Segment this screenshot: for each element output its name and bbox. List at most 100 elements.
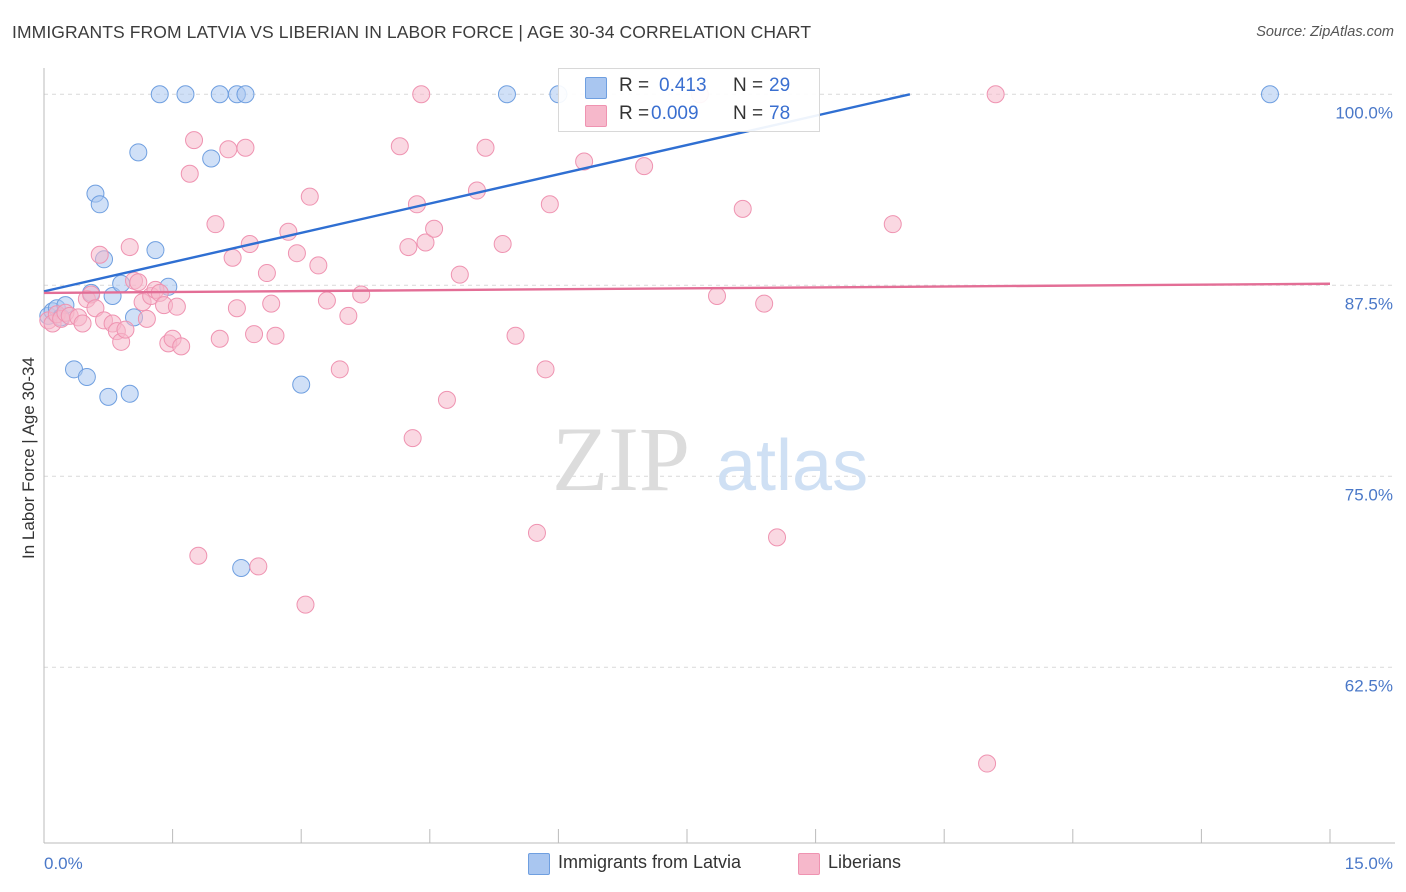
legend-r-label: R =: [619, 75, 650, 96]
liberian-point: [219, 140, 238, 159]
axes: [43, 68, 1395, 844]
liberian-point: [120, 238, 139, 257]
liberian-point: [403, 429, 422, 448]
latvia-point: [120, 384, 139, 403]
liberian-point: [352, 285, 371, 304]
liberian-point: [266, 326, 285, 345]
chart-title: IMMIGRANTS FROM LATVIA VS LIBERIAN IN LA…: [12, 22, 812, 42]
liberian-point: [339, 306, 358, 325]
latvia-point: [150, 85, 169, 104]
liberian-point: [755, 294, 774, 313]
liberian-point: [412, 85, 431, 104]
legend-swatch-liberians: [585, 105, 607, 127]
latvia-point: [497, 85, 516, 104]
liberian-point: [978, 754, 997, 773]
liberian-point: [450, 265, 469, 284]
y-axis-label: In Labor Force | Age 30-34: [19, 357, 38, 559]
liberian-point: [167, 297, 186, 316]
liberian-point: [227, 299, 246, 318]
y-tick-label: 62.5%: [1345, 676, 1393, 695]
liberian-point: [309, 256, 328, 275]
liberian-point: [399, 238, 418, 257]
liberian-point: [296, 595, 315, 614]
legend-n-value: 29: [769, 75, 791, 96]
liberian-point: [189, 546, 208, 565]
legend-r-value: 0.413: [659, 75, 707, 96]
liberian-point: [210, 329, 229, 348]
latvia-point: [202, 149, 221, 168]
latvia-point: [176, 85, 195, 104]
data-points: [39, 85, 1279, 773]
bottom-legend-label-liberians: Liberians: [828, 852, 902, 872]
liberian-point: [575, 152, 594, 171]
bottom-legend-label-latvia: Immigrants from Latvia: [558, 852, 742, 872]
liberian-point: [635, 157, 654, 176]
liberian-point: [986, 85, 1005, 104]
liberian-point: [172, 337, 191, 356]
legend-n-label: N =: [733, 75, 764, 96]
latvia-point: [292, 375, 311, 394]
liberian-point: [883, 215, 902, 234]
liberian-point: [536, 360, 555, 379]
latvia-point: [1260, 85, 1279, 104]
liberian-point: [73, 314, 92, 333]
watermark-zip: ZIP: [552, 408, 690, 510]
latvia-point: [146, 241, 165, 260]
liberian-point: [317, 291, 336, 310]
gridlines: [44, 93, 1395, 668]
liberian-point: [733, 199, 752, 218]
liberian-point: [249, 557, 268, 576]
legend-row-latvia: R = 0.413 N = 29: [559, 73, 819, 99]
liberian-point: [185, 131, 204, 150]
latvia-point: [210, 85, 229, 104]
liberian-point: [416, 233, 435, 252]
latvia-point: [90, 195, 109, 214]
latvia-point: [236, 85, 255, 104]
liberian-point: [236, 138, 255, 157]
latvia-point: [77, 367, 96, 386]
x-tick-label: 15.0%: [1345, 854, 1393, 873]
liberian-point: [257, 264, 276, 283]
liberian-trend-line: [43, 282, 1331, 295]
bottom-legend-swatch-liberians: [798, 853, 820, 875]
latvia-point: [129, 143, 148, 162]
y-tick-label: 75.0%: [1345, 485, 1393, 504]
liberian-point: [768, 528, 787, 547]
liberian-point: [708, 286, 727, 305]
liberian-point: [206, 215, 225, 234]
liberian-point: [287, 244, 306, 263]
latvia-point: [99, 387, 118, 406]
y-tick-labels: 62.5% 75.0% 87.5% 100.0%: [1335, 103, 1393, 695]
legend-swatch-latvia: [585, 77, 607, 99]
legend-r-value: 0.009: [651, 103, 699, 124]
y-tick-label: 87.5%: [1345, 294, 1393, 313]
watermark-atlas: atlas: [716, 426, 868, 506]
legend-n-label: N =: [733, 103, 764, 124]
correlation-legend: R = 0.413 N = 29 R = 0.009 N = 78: [558, 68, 820, 132]
source-label: Source: ZipAtlas.com: [1256, 24, 1394, 40]
liberian-point: [245, 325, 264, 344]
liberian-point: [300, 187, 319, 206]
liberian-point: [129, 273, 148, 292]
liberian-point: [90, 245, 109, 264]
liberian-point: [223, 248, 242, 267]
liberian-point: [527, 523, 546, 542]
x-tick-labels: 0.0% 15.0%: [44, 854, 1393, 873]
liberian-point: [425, 219, 444, 238]
liberian-point: [262, 294, 281, 313]
liberian-point: [390, 137, 409, 156]
legend-n-value: 78: [769, 103, 791, 124]
x-tick-label: 0.0%: [44, 854, 83, 873]
liberian-point: [116, 320, 135, 339]
liberian-point: [506, 326, 525, 345]
legend-row-liberians: R = 0.009 N = 78: [559, 101, 819, 127]
y-tick-label: 100.0%: [1335, 103, 1393, 122]
latvia-point: [232, 558, 251, 577]
legend-r-label: R =: [619, 103, 650, 124]
liberian-point: [540, 195, 559, 214]
liberian-point: [137, 309, 156, 328]
liberian-point: [86, 299, 105, 318]
liberian-point: [330, 360, 349, 379]
liberian-point: [180, 164, 199, 183]
